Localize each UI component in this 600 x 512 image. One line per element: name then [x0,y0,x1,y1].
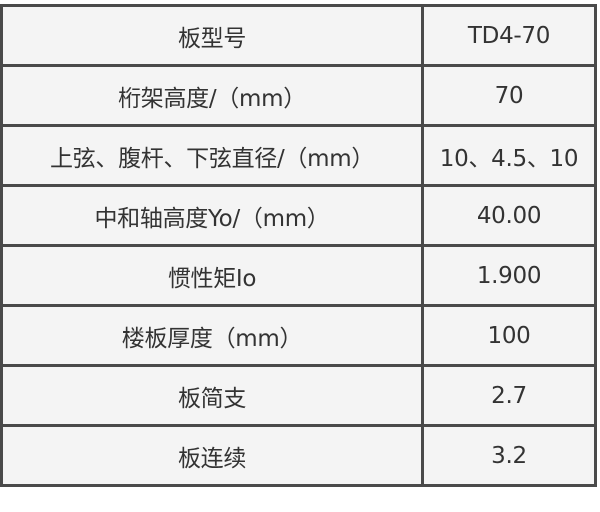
row-label: 板简支 [0,364,424,427]
row-label: 板型号 [0,4,424,67]
row-label: 惯性矩Io [0,244,424,307]
row-value: 2.7 [421,364,597,427]
table-row: 楼板厚度（mm） 100 [0,304,597,367]
row-label: 上弦、腹杆、下弦直径/（mm） [0,124,424,187]
table-row: 板型号 TD4-70 [0,4,597,67]
row-value: 10、4.5、10 [421,124,597,187]
row-value: 70 [421,64,597,127]
spec-table: 板型号 TD4-70 桁架高度/（mm） 70 上弦、腹杆、下弦直径/（mm） 10、4.… [0,4,597,487]
table-row: 桁架高度/（mm） 70 [0,64,597,127]
table-row: 中和轴高度Yo/（mm） 40.00 [0,184,597,247]
table-row: 板简支 2.7 [0,364,597,427]
row-value: TD4-70 [421,4,597,67]
table-row: 板连续 3.2 [0,424,597,487]
table-row: 惯性矩Io 1.900 [0,244,597,307]
table-row: 上弦、腹杆、下弦直径/（mm） 10、4.5、10 [0,124,597,187]
row-value: 100 [421,304,597,367]
row-label: 楼板厚度（mm） [0,304,424,367]
row-value: 3.2 [421,424,597,487]
row-value: 1.900 [421,244,597,307]
row-label: 中和轴高度Yo/（mm） [0,184,424,247]
row-label: 板连续 [0,424,424,487]
row-value: 40.00 [421,184,597,247]
row-label: 桁架高度/（mm） [0,64,424,127]
